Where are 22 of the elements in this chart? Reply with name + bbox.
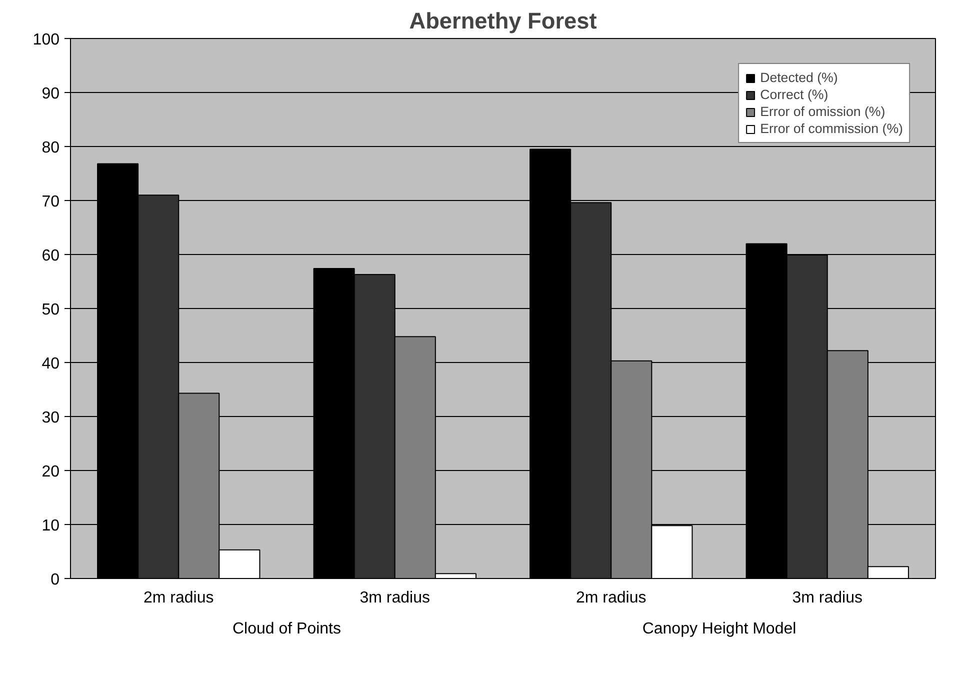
y-tick-label: 90: [42, 86, 60, 102]
legend-label: Error of commission (%): [760, 121, 903, 136]
y-tick-label: 80: [42, 140, 60, 156]
x-tick-label: 3m radius: [792, 590, 862, 606]
y-tick-label: 10: [42, 518, 60, 534]
y-tick-label: 0: [50, 572, 60, 588]
text: Cloud of Points: [232, 620, 342, 638]
x-tick-label: 2m radius: [576, 590, 646, 606]
legend-label: Correct (%): [760, 87, 828, 102]
y-tick-label: 30: [42, 410, 60, 426]
y-tick-label: 60: [42, 248, 60, 264]
y-tick-label: 70: [42, 194, 60, 210]
x-tick-label: 3m radius: [360, 590, 430, 606]
legend-label: Error of omission (%): [760, 104, 886, 119]
y-tick-label: 100: [32, 32, 60, 48]
y-tick-label: 50: [42, 302, 60, 318]
x-tick-label: 2m radius: [144, 590, 214, 606]
y-tick-label: 40: [42, 356, 60, 372]
y-tick-label: 20: [42, 464, 60, 480]
text: Canopy Height Model: [642, 620, 796, 638]
chart-title: Abernethy Forest: [409, 8, 598, 34]
legend-label: Detected (%): [760, 70, 838, 85]
